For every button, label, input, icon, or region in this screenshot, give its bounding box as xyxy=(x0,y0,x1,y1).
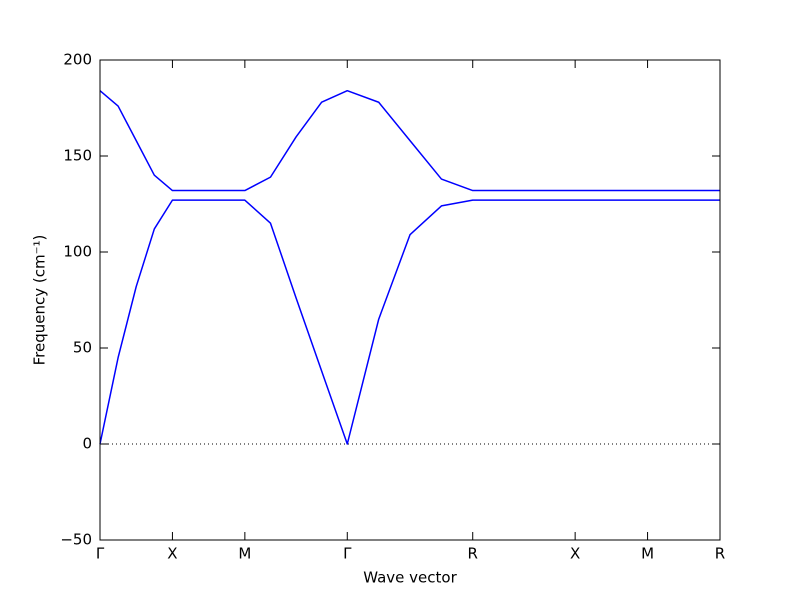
y-tick-label: 100 xyxy=(63,243,92,261)
x-tick-label: M xyxy=(641,545,654,563)
y-tick-label: 150 xyxy=(63,147,92,165)
x-tick-label: Γ xyxy=(96,545,105,563)
x-tick-label: M xyxy=(238,545,251,563)
y-tick-label: 200 xyxy=(63,51,92,69)
x-tick-label: X xyxy=(167,545,177,563)
plot-frame xyxy=(99,59,721,541)
y-tick-label: 0 xyxy=(82,435,92,453)
x-axis-label: Wave vector xyxy=(363,569,457,587)
y-tick-label: −50 xyxy=(60,531,92,549)
x-tick-label: Γ xyxy=(343,545,352,563)
y-axis-label: Frequency (cm⁻¹) xyxy=(31,235,49,366)
x-tick-label: R xyxy=(715,545,725,563)
x-tick-label: R xyxy=(468,545,478,563)
band-line xyxy=(99,89,720,192)
band-line xyxy=(99,199,720,445)
x-tick-label: X xyxy=(570,545,580,563)
y-tick-label: 50 xyxy=(73,339,92,357)
